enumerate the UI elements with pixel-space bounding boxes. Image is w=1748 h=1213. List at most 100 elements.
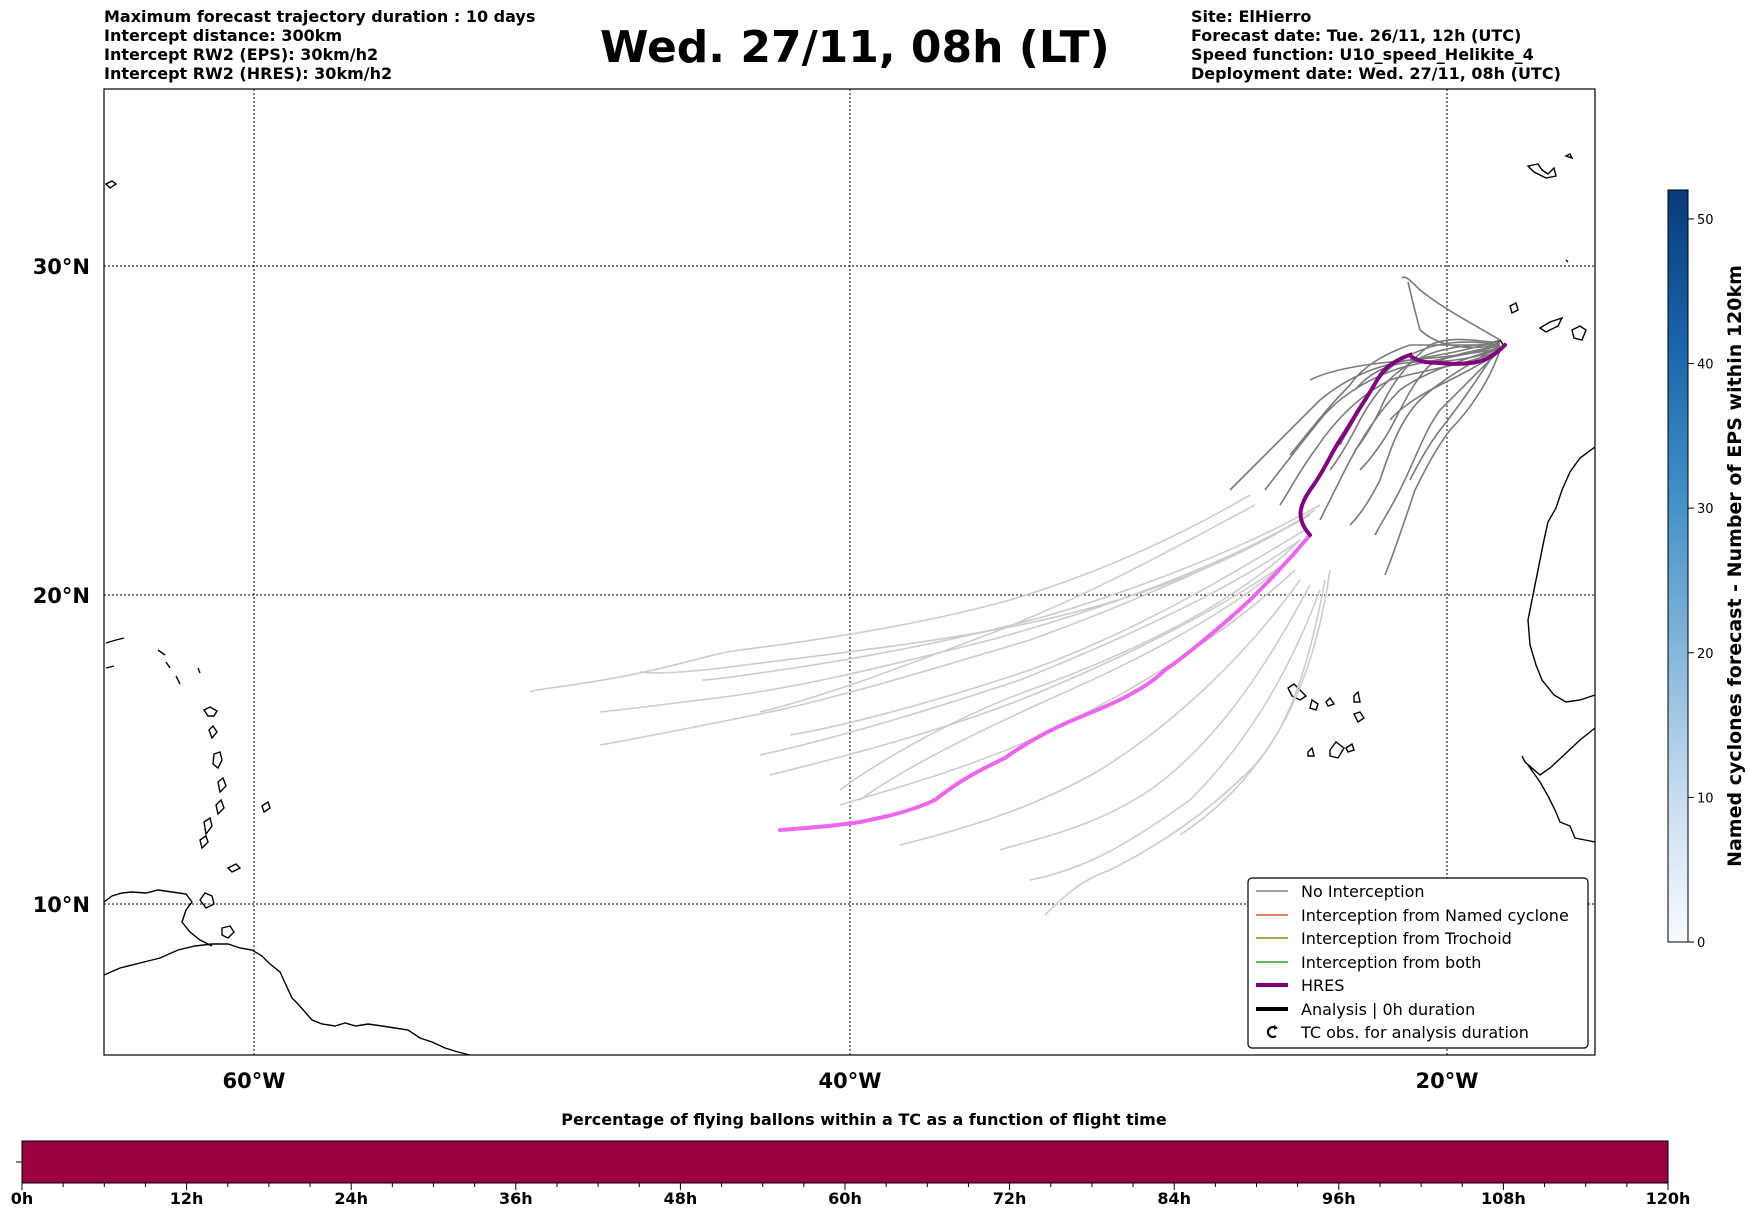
eps-trajectory xyxy=(1409,344,1501,481)
legend-item: Interception from Named cyclone xyxy=(1256,906,1569,925)
eps-trajectory xyxy=(1179,569,1331,836)
eps-trajectory xyxy=(1359,345,1501,471)
lat-label: 30°N xyxy=(33,255,90,279)
hres-trajectory-old xyxy=(778,533,1312,832)
legend-label: No Interception xyxy=(1301,882,1425,901)
colorbar: 0 10 20 30 40 50 Named cyclones forecast - Nu… xyxy=(1667,189,1746,951)
map-frame xyxy=(103,88,1596,1056)
lat-label: 10°N xyxy=(33,893,90,917)
eps-trajectory xyxy=(1309,347,1501,381)
eps-trajectory xyxy=(1374,349,1501,536)
eps-trajectory xyxy=(769,559,1291,776)
legend-box xyxy=(1247,877,1589,1049)
eps-trajectory xyxy=(1384,349,1501,576)
legend-label: HRES xyxy=(1301,976,1344,995)
map-title: Wed. 27/11, 08h (LT) xyxy=(600,22,1110,73)
bottom-bar-tick-label: 60h xyxy=(828,1189,862,1208)
eps-trajectory xyxy=(599,519,1301,713)
header-right-line: Forecast date: Tue. 26/11, 12h (UTC) xyxy=(1191,26,1522,45)
legend-label: TC obs. for analysis duration xyxy=(1300,1023,1529,1042)
header-right-info: Site: ElHierro Forecast date: Tue. 26/11… xyxy=(1191,7,1561,83)
eps-trajectory xyxy=(701,504,1321,681)
eps-trajectory xyxy=(759,504,1256,713)
coastlines xyxy=(104,153,1595,1055)
west-africa-coast-south xyxy=(1521,727,1595,843)
eps-trajectory xyxy=(789,529,1306,736)
lat-label: 20°N xyxy=(33,584,90,608)
west-africa-coast xyxy=(1527,446,1595,703)
eps-trajectory xyxy=(759,539,1301,756)
island-chain xyxy=(105,637,271,873)
bottom-bar-fill xyxy=(21,1140,1669,1184)
bottom-bar-ticks: 0h 12h 24h 36h 48h 60h 72h 84h 96h 108h 120h xyxy=(11,1183,1691,1208)
legend-item: Interception from both xyxy=(1256,953,1481,972)
eps-trajectory xyxy=(1407,281,1501,349)
lon-label: 20°W xyxy=(1416,1069,1479,1093)
bottom-bar-tick-label: 24h xyxy=(334,1189,368,1208)
bottom-bar-title: Percentage of flying ballons within a TC… xyxy=(561,1110,1167,1129)
eps-trajectory xyxy=(1229,339,1501,491)
header-right-line: Speed function: U10_speed_Helikite_4 xyxy=(1191,45,1534,64)
header-left-line: Intercept RW2 (HRES): 30km/h2 xyxy=(104,64,393,83)
eps-trajectory xyxy=(899,579,1301,846)
legend-item: TC obs. for analysis duration xyxy=(1266,1023,1529,1042)
header-left-info: Maximum forecast trajectory duration : 1… xyxy=(104,7,535,83)
header-right-line: Site: ElHierro xyxy=(1191,7,1312,26)
bottom-bar-tick-label: 36h xyxy=(499,1189,533,1208)
guyana-bump xyxy=(199,892,215,909)
bottom-bar-tick-label: 120h xyxy=(1646,1189,1691,1208)
eps-trajectory xyxy=(859,554,1296,801)
cyclone-symbol-icon xyxy=(1266,1025,1278,1039)
eps-trajectory xyxy=(1289,344,1501,456)
colorbar-tick-label: 50 xyxy=(1697,213,1714,228)
eps-trajectory xyxy=(1029,589,1321,881)
colorbar-tick-label: 10 xyxy=(1697,791,1714,806)
legend-item: Interception from Trochoid xyxy=(1256,929,1512,948)
colorbar-tick-label: 40 xyxy=(1697,358,1714,373)
venezuela-coast xyxy=(104,889,213,947)
eps-trajectory xyxy=(1354,338,1501,451)
bottom-bar-tick-label: 0h xyxy=(11,1189,34,1208)
legend-item: HRES xyxy=(1256,976,1344,995)
colorbar-tick-label: 0 xyxy=(1697,936,1705,951)
eps-trajectory xyxy=(1401,276,1501,341)
legend-label: Interception from both xyxy=(1301,953,1481,972)
eps-trajectory xyxy=(1329,343,1501,471)
eps-trajectory xyxy=(529,494,1251,693)
colorbar-gradient xyxy=(1667,189,1689,943)
lon-label: 40°W xyxy=(819,1069,882,1093)
bottom-bar-tick-label: 96h xyxy=(1322,1189,1356,1208)
cape-verde-islands xyxy=(1287,683,1365,759)
eps-trajectory xyxy=(999,584,1311,851)
legend-label: Interception from Trochoid xyxy=(1301,929,1512,948)
south-america-coast xyxy=(104,943,471,1055)
header-left-line: Intercept distance: 300km xyxy=(104,26,343,45)
bottom-bar-tick-label: 84h xyxy=(1157,1189,1191,1208)
trinidad-island xyxy=(221,925,235,939)
legend-item: Analysis | 0h duration xyxy=(1256,1000,1475,1019)
legend-label: Analysis | 0h duration xyxy=(1301,1000,1475,1019)
bottom-bar-tick-label: 72h xyxy=(993,1189,1027,1208)
legend: No Interception Interception from Named … xyxy=(1247,877,1589,1049)
legend-label: Interception from Named cyclone xyxy=(1301,906,1569,925)
small-west-islands xyxy=(104,180,118,189)
bottom-bar-chart: Percentage of flying ballons within a TC… xyxy=(11,1110,1691,1208)
eps-trajectory xyxy=(839,539,1301,791)
colorbar-tick-label: 20 xyxy=(1697,647,1714,662)
eps-trajectory xyxy=(1044,579,1326,916)
eps-trajectory xyxy=(599,514,1311,746)
bottom-bar-tick-label: 12h xyxy=(170,1189,204,1208)
eps-trajectory xyxy=(1349,344,1501,526)
colorbar-ticks: 0 10 20 30 40 50 xyxy=(1688,213,1714,951)
header-left-line: Maximum forecast trajectory duration : 1… xyxy=(104,7,536,26)
madeira xyxy=(1564,153,1574,263)
colorbar-label: Named cyclones forecast - Number of EPS … xyxy=(1724,265,1746,867)
eps-trajectories-old xyxy=(529,494,1331,916)
legend-item: No Interception xyxy=(1256,882,1425,901)
bottom-bar-tick-label: 108h xyxy=(1481,1189,1526,1208)
colorbar-tick-label: 30 xyxy=(1697,502,1714,517)
bottom-bar-tick-label: 48h xyxy=(664,1189,698,1208)
lon-label: 60°W xyxy=(223,1069,286,1093)
header-left-line: Intercept RW2 (EPS): 30km/h2 xyxy=(104,45,379,64)
